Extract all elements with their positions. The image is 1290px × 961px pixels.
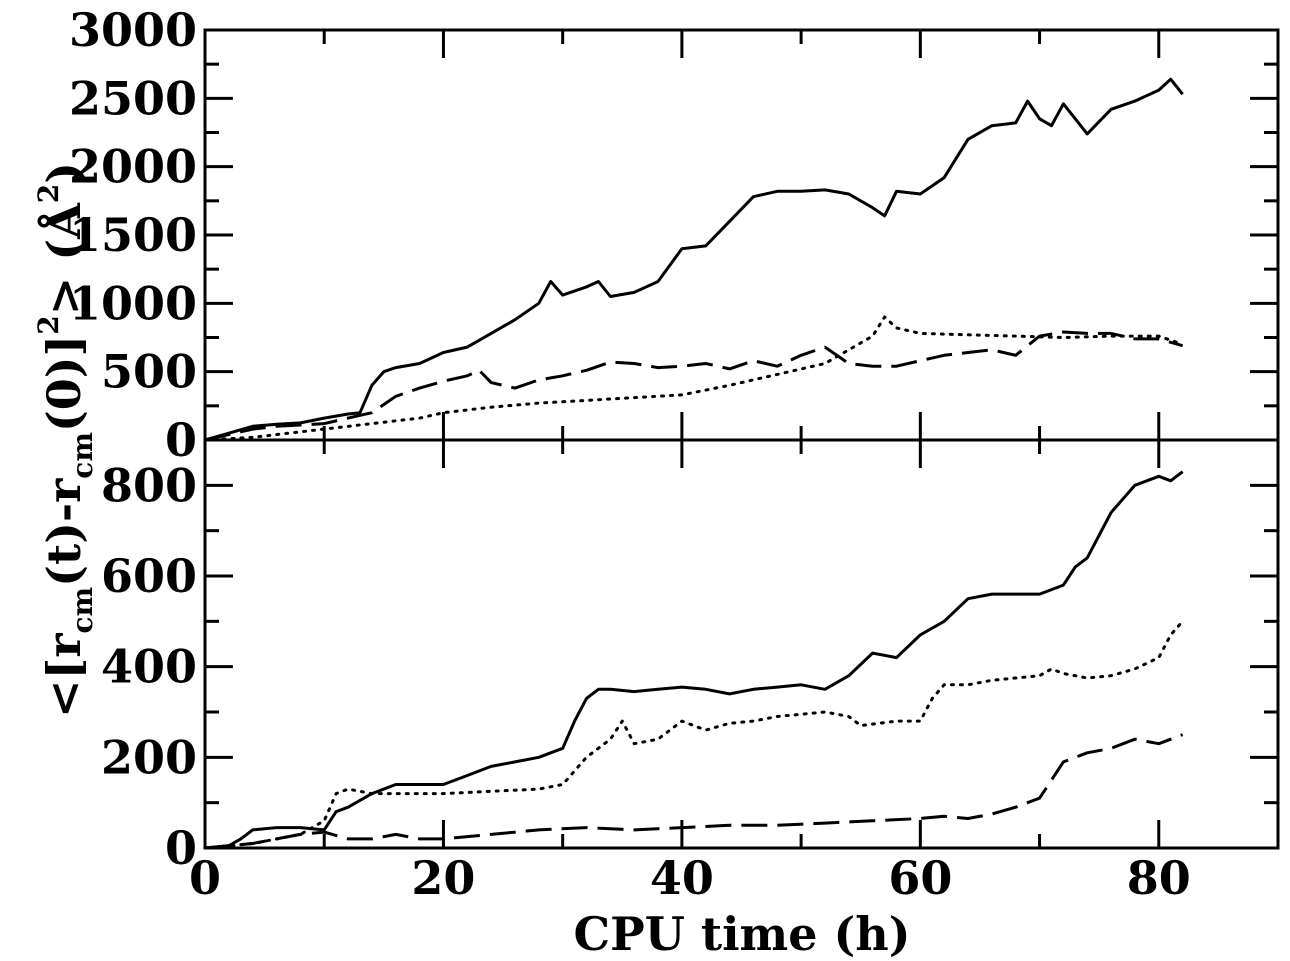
bottom-y-tick-label: 400 <box>101 640 197 694</box>
bottom-panel: 0 200 400 600 800 0 20 40 60 80 <box>101 438 1280 905</box>
top-y-tick-label: 2500 <box>69 71 197 125</box>
bottom-y-tick-label: 600 <box>101 549 197 603</box>
bottom-y-tick-label: 200 <box>101 730 197 784</box>
bottom-x-tick-label: 60 <box>888 851 952 905</box>
bottom-y-tick-label: 0 <box>165 821 197 875</box>
top-y-tick-label: 500 <box>101 345 197 399</box>
bottom-series-dashed <box>204 733 1184 850</box>
top-series-dotted <box>203 315 1185 442</box>
top-plot-frame <box>203 28 1280 442</box>
bottom-x-tick-label: 20 <box>411 851 475 905</box>
top-y-tick-label: 3000 <box>69 3 197 57</box>
bottom-x-tick-label: 0 <box>189 851 221 905</box>
bottom-series-solid <box>204 470 1184 850</box>
top-panel: 0 500 1000 1500 2000 2500 3000 <box>69 3 1280 467</box>
axis-labels: CPU time (h) <[rcm(t)-rcm(0)]2> (Å2) <box>32 162 910 961</box>
top-series-dashed <box>204 330 1184 442</box>
top-series-solid <box>204 77 1184 442</box>
top-y-tick-label: 1500 <box>69 208 197 262</box>
top-y-tick-label: 0 <box>165 413 197 467</box>
top-y-tick-label: 1000 <box>69 276 197 330</box>
top-y-tick-label: 2000 <box>69 140 197 194</box>
y-axis-title: <[rcm(t)-rcm(0)]2> (Å2) <box>32 162 99 718</box>
bottom-plot-frame <box>203 438 1280 850</box>
bottom-y-tick-label: 800 <box>101 458 197 512</box>
x-axis-title: CPU time (h) <box>574 907 911 961</box>
bottom-x-tick-label: 40 <box>650 851 714 905</box>
bottom-series-dotted <box>203 619 1185 850</box>
bottom-x-tick-label: 80 <box>1127 851 1191 905</box>
